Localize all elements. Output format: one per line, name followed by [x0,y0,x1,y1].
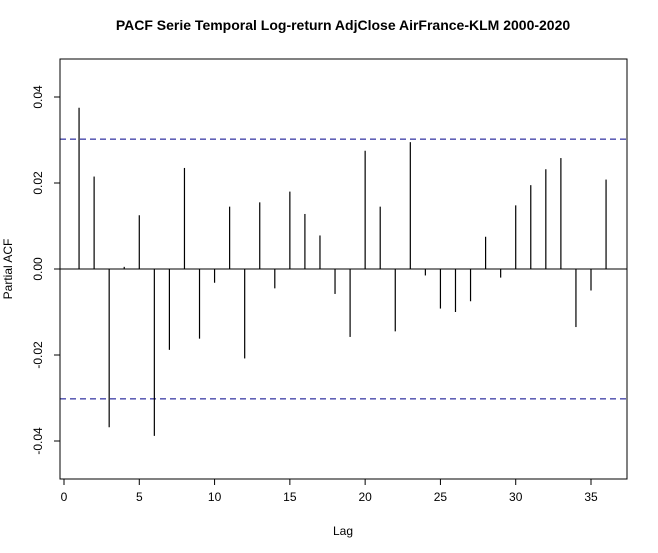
x-axis: 0 5 10 15 20 25 30 35 [61,478,598,504]
x-tick-label: 5 [136,490,143,504]
x-tick-label: 0 [61,490,68,504]
x-tick-label: 20 [358,490,372,504]
x-tick-label: 15 [283,490,297,504]
x-axis-label: Lag [333,524,353,538]
x-tick-label: 25 [434,490,448,504]
chart-title: PACF Serie Temporal Log-return AdjClose … [116,17,571,33]
y-axis: -0.04 -0.02 0.00 0.02 0.04 [31,85,61,455]
y-tick-label: -0.02 [31,341,45,369]
y-tick-label: 0.00 [31,257,45,281]
y-axis-label: Partial ACF [1,239,15,300]
y-tick-label: 0.04 [31,85,45,109]
x-tick-label: 10 [208,490,222,504]
x-tick-label: 30 [509,490,523,504]
y-tick-label: 0.02 [31,171,45,195]
x-tick-label: 35 [584,490,598,504]
pacf-bars [60,107,627,436]
y-tick-label: -0.04 [31,427,45,455]
